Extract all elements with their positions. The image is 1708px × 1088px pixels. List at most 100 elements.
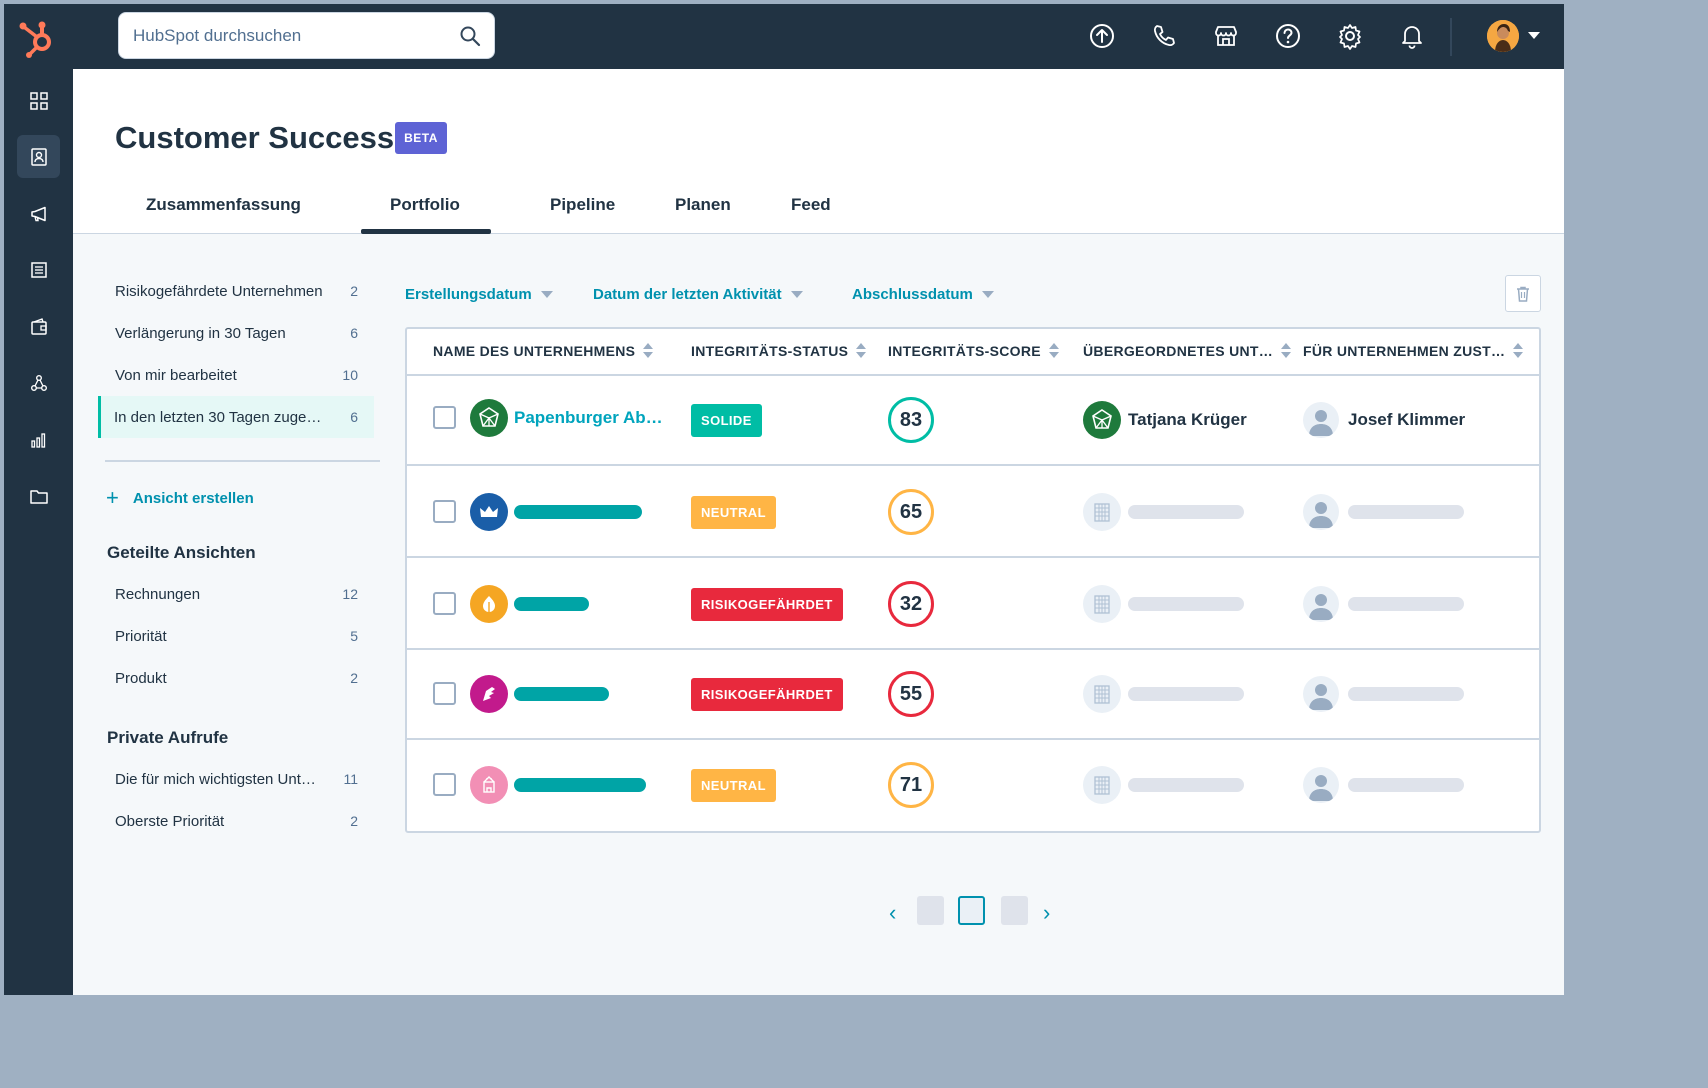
filter-erstellungsdatum[interactable]: Erstellungsdatum [405, 286, 553, 303]
global-search[interactable] [118, 12, 495, 59]
view-item-count: 10 [342, 367, 358, 383]
view-item-oberste-prioritaet[interactable]: Oberste Priorität 2 [103, 800, 374, 842]
create-view-button[interactable]: + Ansicht erstellen [106, 487, 254, 509]
hubspot-logo-icon[interactable] [16, 18, 56, 58]
table-row[interactable]: NEUTRAL 71 [407, 740, 1539, 833]
shared-views-heading: Geteilte Ansichten [107, 543, 256, 562]
view-item-produkt[interactable]: Produkt 2 [103, 657, 374, 699]
parent-placeholder [1128, 505, 1244, 519]
table-row[interactable]: RISIKOGEFÄHRDET 55 [407, 650, 1539, 740]
nav-content[interactable] [17, 248, 60, 291]
company-logo-icon [470, 585, 508, 623]
owner-avatar-icon [1303, 676, 1339, 712]
parent-company-name[interactable]: Tatjana Krüger [1128, 410, 1247, 429]
view-item-count: 6 [350, 409, 358, 425]
notifications-bell-icon[interactable] [1398, 22, 1426, 50]
score-badge: 71 [888, 762, 934, 808]
settings-gear-icon[interactable] [1336, 22, 1364, 50]
view-item-label: In den letzten 30 Tagen zuge… [114, 408, 322, 426]
view-item-wichtigste-unternehmen[interactable]: Die für mich wichtigsten Unt… 11 [103, 758, 374, 800]
nav-commerce[interactable] [17, 305, 60, 348]
page-button-3[interactable] [1001, 896, 1028, 925]
company-logo-icon [470, 766, 508, 804]
page-button-1[interactable] [917, 896, 944, 925]
row-checkbox[interactable] [433, 592, 456, 615]
chevron-left-icon[interactable]: ‹ [889, 900, 897, 925]
column-header-owner[interactable]: FÜR UNTERNEHMEN ZUST… [1303, 343, 1524, 359]
parent-placeholder [1128, 687, 1244, 701]
owner-placeholder [1348, 597, 1464, 611]
view-item-count: 11 [343, 771, 358, 787]
main-content: Customer Success BETA Zusammenfassung Po… [73, 69, 1564, 995]
page-button-2[interactable] [958, 896, 985, 925]
nav-library[interactable] [17, 474, 60, 517]
column-label: FÜR UNTERNEHMEN ZUST… [1303, 343, 1506, 359]
tab-planen[interactable]: Planen [675, 195, 731, 214]
status-badge: NEUTRAL [691, 496, 776, 529]
view-item-von-mir-bearbeitet[interactable]: Von mir bearbeitet 10 [103, 354, 374, 396]
trash-icon [1517, 286, 1529, 302]
page-title: Customer Success [115, 120, 395, 155]
nav-contacts[interactable] [17, 135, 60, 178]
table-header: NAME DES UNTERNEHMENS INTEGRITÄTS-STATUS… [407, 329, 1539, 376]
row-checkbox[interactable] [433, 682, 456, 705]
row-checkbox[interactable] [433, 773, 456, 796]
owner-avatar-icon [1303, 402, 1339, 438]
marketplace-icon[interactable] [1212, 22, 1240, 50]
nav-marketing[interactable] [17, 192, 60, 235]
user-avatar[interactable] [1487, 20, 1519, 52]
nav-automation[interactable] [17, 361, 60, 404]
plus-icon: + [106, 485, 119, 510]
company-name-link[interactable]: Papenburger Ab… [514, 408, 663, 427]
owner-placeholder [1348, 687, 1464, 701]
left-sidebar-nav [4, 69, 73, 995]
row-checkbox[interactable] [433, 406, 456, 429]
filter-abschlussdatum[interactable]: Abschlussdatum [852, 286, 994, 303]
help-icon[interactable] [1274, 22, 1302, 50]
row-checkbox[interactable] [433, 500, 456, 523]
nav-reporting[interactable] [17, 418, 60, 461]
search-input[interactable] [133, 13, 443, 58]
table-row[interactable]: Papenburger Ab… SOLIDE 83 Tatjana Krüger… [407, 376, 1539, 466]
caret-down-icon [540, 291, 553, 298]
table-row[interactable]: NEUTRAL 65 [407, 468, 1539, 558]
building-icon [1083, 493, 1121, 531]
view-item-prioritaet[interactable]: Priorität 5 [103, 615, 374, 657]
view-item-label: Priorität [115, 627, 167, 645]
view-item-letzte-30-tage[interactable]: In den letzten 30 Tagen zuge… 6 [98, 396, 374, 438]
filter-letzte-aktivitaet[interactable]: Datum der letzten Aktivität [593, 286, 803, 303]
tab-portfolio[interactable]: Portfolio [390, 195, 460, 214]
nav-dashboard[interactable] [17, 79, 60, 122]
sort-icon [1048, 343, 1059, 359]
column-header-score[interactable]: INTEGRITÄTS-SCORE [888, 343, 1059, 359]
grid-icon [29, 91, 48, 110]
beta-badge: BETA [395, 122, 447, 154]
phone-icon[interactable] [1150, 22, 1178, 50]
view-item-label: Die für mich wichtigsten Unt… [115, 770, 316, 788]
chevron-right-icon[interactable]: › [1043, 900, 1051, 925]
account-menu-chevron-down-icon[interactable] [1528, 32, 1540, 39]
table-row[interactable]: RISIKOGEFÄHRDET 32 [407, 560, 1539, 650]
filter-label: Erstellungsdatum [405, 286, 532, 303]
view-item-label: Rechnungen [115, 585, 201, 603]
view-item-label: Von mir bearbeitet [115, 366, 237, 384]
view-item-verlaengerung[interactable]: Verlängerung in 30 Tagen 6 [103, 312, 374, 354]
owner-placeholder [1348, 505, 1464, 519]
tab-zusammenfassung[interactable]: Zusammenfassung [146, 195, 301, 214]
view-item-risikogefaehrdet[interactable]: Risikogefährdete Unternehmen 2 [103, 270, 374, 312]
upgrade-icon[interactable] [1088, 22, 1116, 50]
column-header-name[interactable]: NAME DES UNTERNEHMENS [433, 343, 654, 359]
tab-feed[interactable]: Feed [791, 195, 831, 214]
filter-label: Datum der letzten Aktivität [593, 286, 782, 303]
view-item-rechnungen[interactable]: Rechnungen 12 [103, 573, 374, 615]
delete-button[interactable] [1505, 275, 1541, 312]
sort-icon [1281, 343, 1292, 359]
search-icon[interactable] [458, 24, 482, 48]
view-item-count: 2 [350, 813, 358, 829]
tab-pipeline[interactable]: Pipeline [550, 195, 616, 214]
view-item-label: Verlängerung in 30 Tagen [115, 324, 286, 342]
column-header-status[interactable]: INTEGRITÄTS-STATUS [691, 343, 867, 359]
owner-name[interactable]: Josef Klimmer [1348, 410, 1466, 429]
column-header-parent[interactable]: ÜBERGEORDNETES UNT… [1083, 343, 1292, 359]
company-name-placeholder [514, 505, 642, 519]
